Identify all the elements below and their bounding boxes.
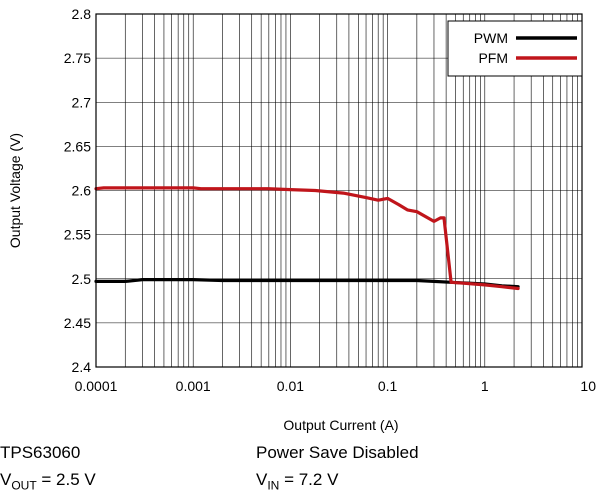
- x-tick-labels: 0.0001 0.001 0.01 0.1 1 10: [75, 378, 597, 394]
- series-line-pfm: [94, 186, 520, 291]
- power-save-note: Power Save Disabled: [256, 443, 419, 462]
- x-tick-label: 0.001: [176, 378, 211, 394]
- vout-note: VOUT = 2.5 V: [0, 470, 96, 493]
- y-tick-label: 2.5: [72, 271, 92, 287]
- x-tick-label: 1: [481, 378, 489, 394]
- y-tick-label: 2.6: [72, 183, 92, 199]
- x-tick-label: 0.1: [378, 378, 398, 394]
- y-tick-label: 2.55: [64, 227, 91, 243]
- x-axis-label: Output Current (A): [283, 417, 398, 433]
- x-tick-label: 10: [580, 378, 596, 394]
- device-note: TPS63060: [0, 443, 81, 462]
- series-lines: [94, 186, 520, 291]
- y-tick-label: 2.65: [64, 138, 91, 154]
- y-tick-label: 2.8: [72, 6, 92, 22]
- y-tick-label: 2.75: [64, 50, 91, 66]
- y-tick-label: 2.4: [72, 359, 92, 375]
- y-tick-label: 2.45: [64, 315, 91, 331]
- legend-box: [447, 20, 583, 77]
- x-tick-label: 0.01: [277, 378, 304, 394]
- y-tick-labels: 2.4 2.45 2.5 2.55 2.6 2.65 2.7 2.75 2.8: [64, 6, 91, 375]
- y-tick-label: 2.7: [72, 94, 92, 110]
- plot-frame: [95, 13, 583, 368]
- vin-note: VIN = 7.2 V: [256, 470, 339, 493]
- x-tick-label: 0.0001: [75, 378, 118, 394]
- y-axis-label: Output Voltage (V): [7, 133, 23, 248]
- legend-label-pwm: PWM: [474, 30, 508, 46]
- legend: PWM PFM: [447, 20, 583, 77]
- legend-label-pfm: PFM: [478, 50, 508, 66]
- grid-lines: [96, 14, 582, 367]
